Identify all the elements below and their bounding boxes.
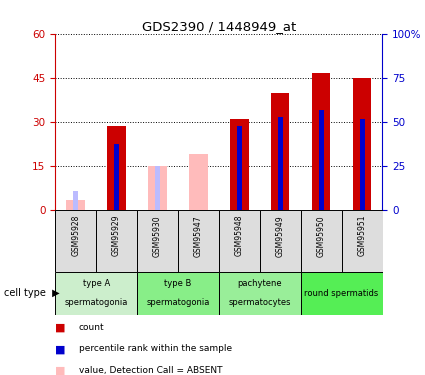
Bar	[300, 210, 342, 272]
Bar	[55, 272, 137, 315]
Text: GSM95947: GSM95947	[194, 215, 203, 256]
Text: type A: type A	[82, 279, 110, 288]
Bar	[230, 119, 249, 210]
Bar	[260, 210, 300, 272]
Bar	[319, 110, 323, 210]
Text: cell type  ▶: cell type ▶	[4, 288, 60, 298]
Text: ■: ■	[55, 322, 66, 333]
Bar	[96, 210, 137, 272]
Bar	[219, 210, 260, 272]
Text: GSM95951: GSM95951	[357, 215, 366, 256]
Bar	[148, 166, 167, 210]
Text: GSM95950: GSM95950	[317, 215, 326, 256]
Text: GSM95929: GSM95929	[112, 215, 121, 256]
Bar	[155, 166, 160, 210]
Bar	[73, 191, 78, 210]
Bar	[312, 74, 330, 210]
Title: GDS2390 / 1448949_at: GDS2390 / 1448949_at	[142, 20, 296, 33]
Bar	[342, 210, 383, 272]
Bar	[353, 78, 371, 210]
Text: round spermatids: round spermatids	[304, 289, 379, 298]
Text: ■: ■	[55, 366, 66, 375]
Bar	[66, 200, 85, 210]
Text: GSM95930: GSM95930	[153, 215, 162, 256]
Text: spermatogonia: spermatogonia	[146, 298, 210, 307]
Bar	[55, 210, 96, 272]
Text: ■: ■	[55, 344, 66, 354]
Bar	[237, 126, 242, 210]
Text: pachytene: pachytene	[238, 279, 282, 288]
Bar	[271, 93, 289, 210]
Text: GSM95948: GSM95948	[235, 215, 244, 256]
Text: spermatocytes: spermatocytes	[229, 298, 291, 307]
Text: type B: type B	[164, 279, 192, 288]
Bar	[360, 119, 365, 210]
Bar	[219, 272, 300, 315]
Bar	[137, 272, 219, 315]
Bar	[137, 210, 178, 272]
Bar	[278, 117, 283, 210]
Text: spermatogonia: spermatogonia	[65, 298, 128, 307]
Bar	[189, 154, 208, 210]
Bar	[178, 210, 219, 272]
Text: GSM95928: GSM95928	[71, 215, 80, 256]
Bar	[108, 126, 126, 210]
Text: count: count	[79, 322, 104, 332]
Bar	[114, 144, 119, 210]
Text: value, Detection Call = ABSENT: value, Detection Call = ABSENT	[79, 366, 222, 375]
Text: GSM95949: GSM95949	[276, 215, 285, 256]
Bar	[300, 272, 382, 315]
Text: percentile rank within the sample: percentile rank within the sample	[79, 344, 232, 353]
